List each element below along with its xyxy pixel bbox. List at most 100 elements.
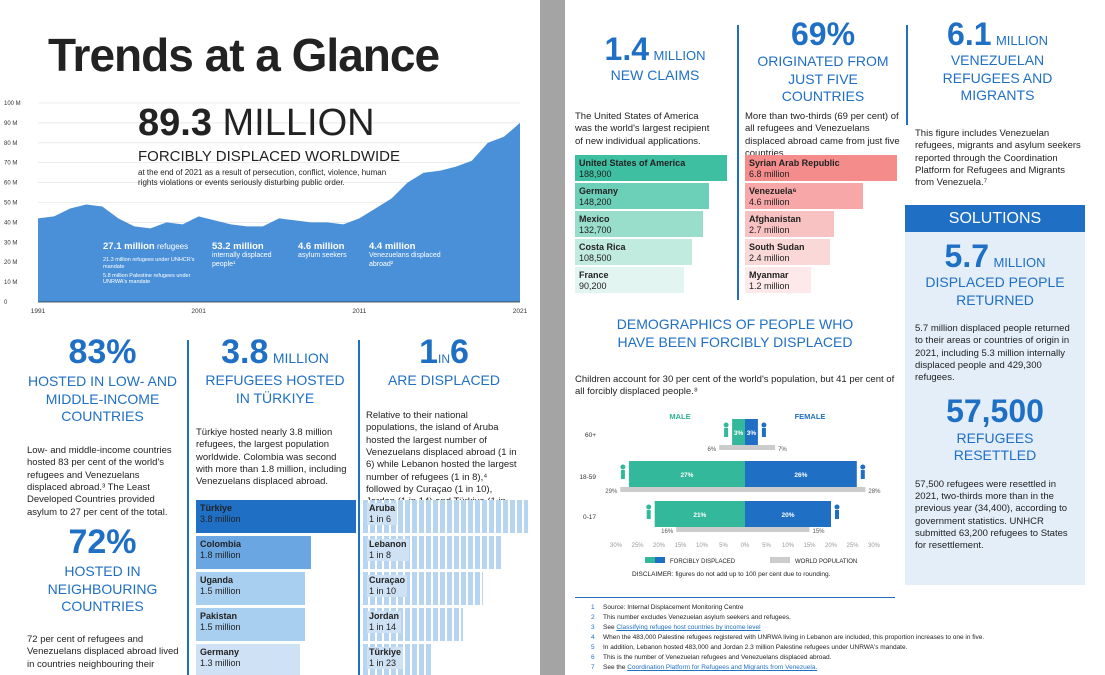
stat-38-block: 3.8 MILLION REFUGEES HOSTED IN TÜRKIYE <box>195 335 355 407</box>
stat-1in6-in: IN <box>438 352 450 366</box>
returned-text: 5.7 million displaced people returned to… <box>915 323 1070 384</box>
bar-label: Lebanon <box>369 539 407 549</box>
bar-3: Costa Rica 108,500 <box>575 239 693 265</box>
headline-block: 89.3 MILLION FORCIBLY DISPLACED WORLDWID… <box>138 104 400 189</box>
male-displaced-bar <box>654 501 745 527</box>
footnotes: 1 Source: Internal Displacement Monitorin… <box>591 603 1091 673</box>
male-person-icon <box>723 422 729 428</box>
bar-4: France 90,200 <box>575 267 685 293</box>
area-series <box>38 122 520 303</box>
bar-0: Aruba 1 in 6 <box>363 500 528 533</box>
headline-text: at the end of 2021 as a result of persec… <box>138 168 387 188</box>
footnote-number: 7 <box>591 664 595 672</box>
female-person-icon <box>860 470 865 479</box>
footnote-text: See the <box>603 664 628 672</box>
stat-1in6-first: 1 <box>419 333 438 371</box>
bar-label: Germany <box>579 186 619 196</box>
resettled-text: 57,500 refugees were resettled in 2021, … <box>915 478 1068 552</box>
female-displaced-value: 26% <box>794 472 807 479</box>
page-title: Trends at a Glance <box>48 29 440 81</box>
bar-label: Türkiye <box>369 647 402 657</box>
y-tick-label: 70 M <box>4 161 17 167</box>
female-displaced-bar <box>745 419 758 445</box>
bar-2: Uganda 1.5 million <box>196 572 305 605</box>
venezuelan-unit: MILLION <box>995 33 1048 48</box>
bar-value: 1 in 10 <box>369 585 397 596</box>
footnote: 7 See the Coordination Platform for Refug… <box>591 663 1091 673</box>
stat-72-text: 72 per cent of refugees and Venezuelans … <box>27 634 179 670</box>
demographics-text: Children account for 30 per cent of the … <box>575 374 895 398</box>
footnote-link[interactable]: Coordination Platform for Refugees and M… <box>627 664 818 672</box>
legend-swatch-displaced-male <box>645 557 655 563</box>
bar-0: United States of America 188,900 <box>575 155 727 181</box>
footnote-text: This is the number of Venezuelan refugee… <box>603 654 832 662</box>
female-world-value: 28% <box>868 489 881 495</box>
right-page: 1.4 MILLION NEW CLAIMS The United States… <box>565 0 1105 675</box>
bar-label: Germany <box>200 647 240 657</box>
ratio-bar-chart: Aruba 1 in 6 Lebanon 1 in 8 Curaçao 1 in 10 Jo… <box>363 500 533 675</box>
bar-3: Jordan 1 in 14 <box>363 608 463 641</box>
bar-label: Myanmar <box>749 270 789 280</box>
resettled-caption: REFUGEES RESETTLED <box>953 429 1037 464</box>
axis-tick-label: 15% <box>803 543 816 549</box>
bar-value: 132,700 <box>579 224 612 235</box>
bar-value: 1.5 million <box>200 585 241 596</box>
bar-0: Syrian Arab Republic 6.8 million <box>745 155 897 181</box>
claims-caption: NEW CLAIMS <box>610 67 700 83</box>
bar-4: Germany 1.3 million <box>196 644 301 675</box>
bar-label: Costa Rica <box>579 242 626 252</box>
origin-number: 69% <box>790 16 856 52</box>
female-label: FEMALE <box>795 412 826 421</box>
bar-1: Germany 148,200 <box>575 183 710 209</box>
legend-displaced-label: FORCIBLY DISPLACED <box>670 559 736 565</box>
footnote-link[interactable]: Classifying refugee host countries by in… <box>616 624 761 632</box>
bar-value: 1.3 million <box>200 657 241 668</box>
column-divider <box>358 340 360 675</box>
female-person-icon <box>835 510 839 519</box>
footnote: 2 This number excludes Venezuelan asylum … <box>591 613 1091 623</box>
y-tick-label: 30 M <box>4 240 17 246</box>
stat-83-block: 83% HOSTED IN LOW- AND MIDDLE-INCOME COU… <box>25 335 180 426</box>
male-displaced-bar <box>628 461 745 487</box>
disclaimer: DISCLAIMER: figures do not add up to 100… <box>632 571 831 578</box>
bar-label: Türkiye <box>200 503 233 513</box>
footnote-text: In addition, Lebanon hosted 483,000 and … <box>603 644 908 652</box>
breakdown-asylum: 4.6 million asylum seekers <box>298 241 368 261</box>
footnote-text: See <box>603 624 617 632</box>
bar-value: 1 in 23 <box>369 657 397 668</box>
axis-tick-label: 5% <box>719 543 728 549</box>
male-world-bar <box>620 487 745 492</box>
male-world-value: 16% <box>661 529 674 535</box>
age-label: 18-59 <box>579 474 596 481</box>
bar-value: 108,500 <box>579 252 612 263</box>
footnote-number: 1 <box>591 604 595 611</box>
breakdown-refugees: 27.1 million refugees 21.3 million refug… <box>103 241 213 286</box>
female-person-icon <box>860 464 866 470</box>
breakdown-sub: 21.3 million refugees under UNHCR's mand… <box>103 257 195 270</box>
footnote-number: 4 <box>591 634 595 642</box>
stat-1in6-caption: ARE DISPLACED <box>387 372 501 388</box>
axis-tick-label: 10% <box>696 543 709 549</box>
axis-tick-label: 20% <box>653 543 666 549</box>
axis-tick-label: 30% <box>610 543 623 549</box>
bar-1: Venezuela⁶ 4.6 million <box>745 183 864 209</box>
venezuelan-block: 6.1 MILLION VENEZUELAN REFUGEES AND MIGR… <box>910 18 1085 105</box>
male-person-icon <box>646 504 652 510</box>
column-divider <box>906 25 908 125</box>
returned-caption: DISPLACED PEOPLE RETURNED <box>925 274 1065 308</box>
origin-text: More than two-thirds (69 per cent) of al… <box>745 111 900 160</box>
age-label: 0-17 <box>583 514 596 521</box>
female-world-bar <box>745 527 810 532</box>
male-person-icon <box>724 428 729 437</box>
female-world-bar <box>745 487 866 492</box>
claims-block: 1.4 MILLION NEW CLAIMS <box>575 33 735 85</box>
x-tick-label: 2001 <box>191 308 206 315</box>
y-tick-label: 40 M <box>4 220 17 226</box>
breakdown-number: 53.2 million <box>212 241 264 252</box>
bar-label: Aruba <box>369 503 396 513</box>
bar-1: Colombia 1.8 million <box>196 536 312 569</box>
venezuelan-caption: VENEZUELAN REFUGEES AND MIGRANTS <box>942 52 1053 103</box>
footnote-text: When the 483,000 Palestine refugees regi… <box>603 634 985 642</box>
stat-1in6-second: 6 <box>450 333 469 371</box>
axis-tick-label: 10% <box>782 543 795 549</box>
